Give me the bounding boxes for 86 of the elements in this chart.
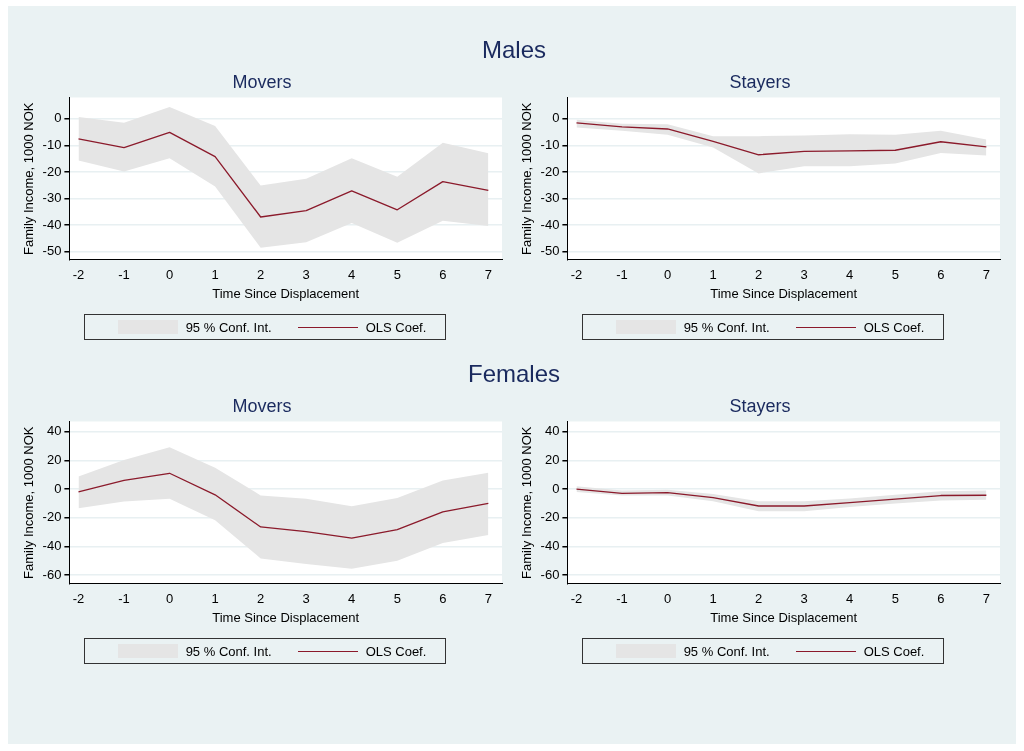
x-tick-label: 3 [302, 267, 310, 283]
y-tick-label: 40 [46, 423, 62, 439]
y-tick-label: -10 [540, 137, 560, 153]
x-tick-label: -1 [616, 591, 628, 607]
x-axis-title: Time Since Displacement [212, 285, 360, 301]
x-tick-label: 0 [165, 591, 174, 607]
x-tick-label: 2 [755, 591, 763, 607]
y-tick-label: -50 [540, 243, 560, 259]
y-tick-label: 0 [54, 110, 62, 126]
x-tick-label: 7 [982, 591, 990, 607]
x-tick-label: 1 [211, 267, 219, 283]
x-tick-label: 5 [393, 591, 401, 607]
x-tick-label: 1 [709, 591, 717, 607]
text: 95 % Conf. Int. [185, 643, 272, 659]
x-tick-label: 0 [663, 591, 672, 607]
legend-label: OLS Coef. [365, 319, 427, 335]
x-tick-label: 4 [846, 591, 854, 607]
legend-label: OLS Coef. [365, 643, 427, 659]
text: 95 % Conf. Int. [185, 319, 272, 335]
y-tick-label: -40 [42, 538, 62, 554]
x-tick-label: 0 [165, 267, 174, 283]
x-tick-label: 7 [982, 267, 990, 283]
x-tick-label: -2 [570, 267, 583, 283]
y-axis-title: Family Income, 1000 NOK [21, 102, 37, 255]
x-tick-label: 1 [211, 591, 219, 607]
x-tick-label: 2 [257, 591, 265, 607]
y-tick-label: 0 [552, 110, 560, 126]
y-tick-label: 20 [46, 451, 62, 467]
x-tick-label: 0 [663, 267, 672, 283]
x-tick-label: 2 [755, 267, 763, 283]
y-tick-label: -30 [540, 190, 560, 206]
x-tick-label: -2 [570, 591, 583, 607]
x-tick-label: 4 [846, 267, 854, 283]
y-tick-label: -30 [42, 190, 62, 206]
x-tick-label: 4 [348, 267, 356, 283]
y-axis-title: Family Income, 1000 NOK [21, 426, 37, 579]
x-tick-label: 7 [484, 267, 492, 283]
text: 95 % Conf. Int. [683, 643, 770, 659]
y-axis-title: Family Income, 1000 NOK [519, 102, 535, 255]
y-tick-label: -40 [42, 216, 62, 232]
y-tick-label: -60 [540, 566, 560, 582]
x-tick-label: 6 [439, 267, 447, 283]
x-tick-label: -1 [616, 267, 628, 283]
x-tick-label: 4 [348, 591, 356, 607]
chart-subtitle: Stayers [729, 71, 791, 92]
x-tick-label: 5 [393, 267, 401, 283]
y-tick-label: -20 [42, 509, 62, 525]
y-tick-label: -50 [42, 243, 62, 259]
legend-label: OLS Coef. [863, 319, 925, 335]
legend-label: OLS Coef. [863, 643, 925, 659]
y-tick-label: 40 [544, 423, 560, 439]
x-tick-label: 6 [439, 591, 447, 607]
chart-subtitle: Movers [232, 395, 292, 416]
x-axis-title: Time Since Displacement [710, 609, 858, 625]
y-tick-label: -40 [540, 216, 560, 232]
x-tick-label: 3 [800, 267, 808, 283]
y-tick-label: 0 [54, 480, 62, 496]
x-tick-label: -2 [72, 267, 85, 283]
x-axis-title: Time Since Displacement [710, 285, 858, 301]
y-tick-label: 0 [552, 480, 560, 496]
y-tick-label: -60 [42, 566, 62, 582]
x-tick-label: 6 [937, 591, 945, 607]
text: 95 % Conf. Int. [683, 319, 770, 335]
x-tick-label: -2 [72, 591, 85, 607]
y-tick-label: -10 [42, 137, 62, 153]
y-tick-label: -20 [42, 163, 62, 179]
y-tick-label: -20 [540, 509, 560, 525]
x-tick-label: 5 [891, 591, 899, 607]
chart-title: Females [467, 359, 561, 389]
x-tick-label: 6 [937, 267, 945, 283]
x-tick-label: 5 [891, 267, 899, 283]
x-tick-label: 7 [484, 591, 492, 607]
x-tick-label: 3 [302, 591, 310, 607]
x-tick-label: 1 [709, 267, 717, 283]
x-tick-label: -1 [118, 267, 130, 283]
x-tick-label: 2 [257, 267, 265, 283]
y-tick-label: -20 [540, 163, 560, 179]
y-tick-label: -40 [540, 538, 560, 554]
chart-subtitle: Movers [232, 71, 292, 92]
x-tick-label: 3 [800, 591, 808, 607]
y-axis-title: Family Income, 1000 NOK [519, 426, 535, 579]
y-tick-label: 20 [544, 451, 560, 467]
chart-subtitle: Stayers [729, 395, 791, 416]
x-axis-title: Time Since Displacement [212, 609, 360, 625]
x-tick-label: -1 [118, 591, 130, 607]
chart-title: Males [481, 35, 547, 65]
